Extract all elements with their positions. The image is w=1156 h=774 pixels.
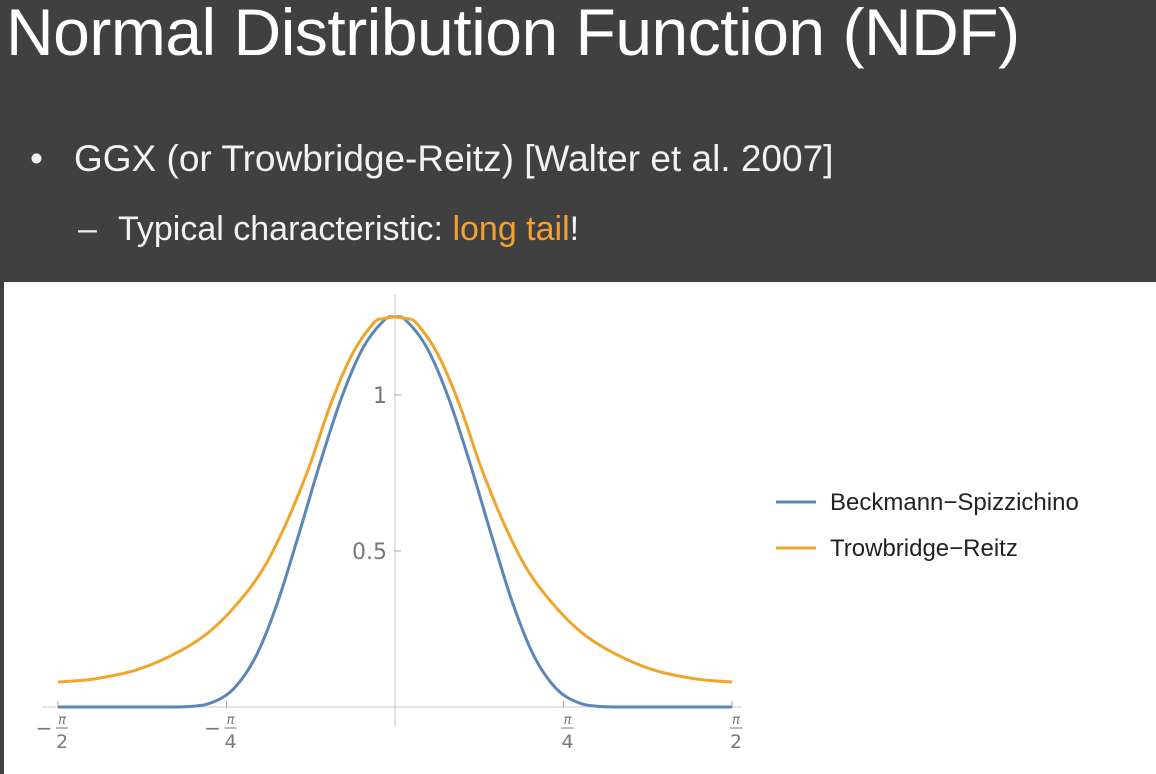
x-tick-numerator: π [732, 713, 740, 728]
x-tick-denominator: 2 [56, 731, 68, 753]
legend-label: Trowbridge−Reitz [830, 535, 1018, 562]
x-tick-denominator: 2 [730, 731, 742, 753]
bullet-text: GGX (or Trowbridge-Reitz) [Walter et al.… [74, 138, 834, 179]
bullet-point: • GGX (or Trowbridge-Reitz) [Walter et al… [30, 138, 833, 180]
y-tick-label: 0.5 [352, 540, 387, 565]
x-tick-denominator: 4 [224, 731, 236, 753]
series-line-2 [57, 315, 733, 684]
legend-label: Beckmann−Spizzichino [830, 489, 1079, 516]
sub-bullet-prefix: Typical characteristic: [118, 210, 453, 248]
x-tick-sign: − [36, 716, 53, 740]
ndf-chart: − π2− π4π4π20.51Beckmann−SpizzichinoTrowbr… [36, 294, 1079, 753]
sub-bullet-dash-icon: – [78, 210, 97, 248]
x-tick-sign: − [204, 716, 221, 740]
sub-bullet-highlight: long tail [452, 210, 570, 248]
x-tick-numerator: π [564, 713, 572, 728]
x-tick-denominator: 4 [561, 731, 573, 753]
chart-figure: − π 2− π 4 π 4 π 2 0.5 1 Beckmann−Spizzichino Trowbr… [4, 282, 1156, 774]
x-tick-numerator: π [227, 713, 235, 728]
x-tick-numerator: π [58, 713, 66, 728]
bullet-dot-icon: • [30, 138, 43, 179]
y-tick-label: 1 [373, 384, 387, 409]
slide-title: Normal Distribution Function (NDF) [6, 0, 1020, 69]
sub-bullet-suffix: ! [569, 210, 580, 248]
sub-bullet-point: – Typical characteristic: long tail! [78, 210, 579, 249]
